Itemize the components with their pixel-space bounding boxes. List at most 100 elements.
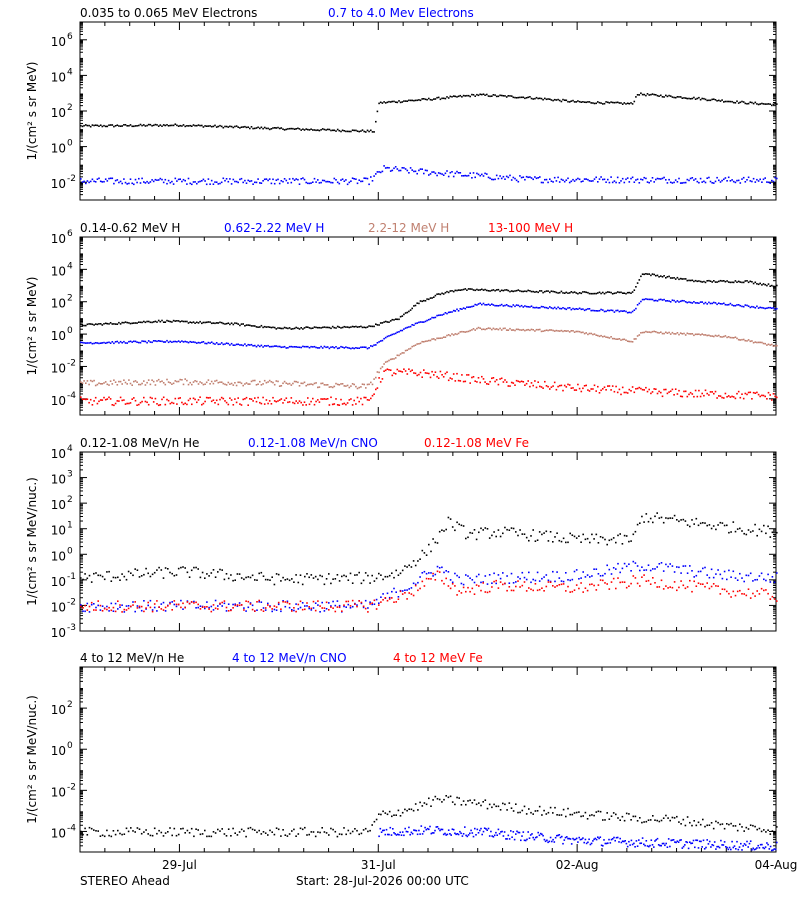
data-point (667, 838, 670, 840)
data-point (318, 182, 321, 184)
data-point (421, 340, 423, 343)
data-point (602, 335, 604, 338)
data-point (121, 182, 123, 185)
data-point (144, 125, 147, 127)
data-point (693, 179, 695, 181)
data-point (424, 169, 427, 172)
data-point (534, 579, 537, 582)
data-point (364, 827, 367, 830)
data-point (757, 307, 760, 309)
data-point (204, 400, 206, 403)
data-point (321, 347, 324, 349)
data-point (776, 600, 778, 602)
data-point (416, 833, 419, 836)
data-point (527, 328, 529, 331)
data-point (747, 281, 750, 284)
data-point (255, 345, 258, 348)
data-point (417, 560, 419, 562)
data-point (341, 403, 344, 405)
data-point (592, 388, 594, 390)
data-point (736, 304, 738, 306)
data-point (582, 308, 584, 310)
data-point (205, 125, 208, 127)
data-point (428, 828, 430, 831)
data-point (418, 302, 420, 305)
data-point (201, 322, 203, 325)
data-point (176, 320, 178, 322)
data-point (509, 385, 511, 387)
y-tick-exponent: 0 (67, 546, 73, 556)
data-point (741, 178, 743, 180)
data-point (308, 606, 310, 608)
data-point (628, 540, 630, 543)
data-point (393, 587, 395, 590)
data-point (437, 377, 440, 379)
data-point (532, 290, 534, 293)
data-point (363, 326, 365, 329)
data-point (215, 181, 218, 183)
data-point (375, 173, 377, 175)
data-point (300, 327, 302, 329)
data-point (369, 603, 371, 605)
data-point (646, 390, 649, 393)
data-point (292, 177, 294, 180)
data-point (326, 326, 329, 329)
data-point (442, 97, 445, 100)
data-point (153, 827, 156, 830)
data-point (378, 171, 380, 173)
data-point (562, 330, 564, 333)
data-point (669, 277, 672, 279)
data-point (610, 389, 612, 391)
data-point (182, 827, 184, 830)
data-point (160, 608, 163, 610)
data-point (125, 827, 128, 830)
data-point (762, 394, 765, 397)
data-point (568, 331, 571, 333)
data-point (668, 275, 670, 278)
data-point (589, 583, 591, 586)
data-point (643, 176, 645, 179)
data-point (214, 402, 216, 404)
data-point (660, 579, 663, 582)
data-point (519, 329, 521, 331)
data-point (376, 171, 379, 173)
data-point (177, 833, 180, 836)
data-point (457, 332, 460, 335)
data-point (521, 571, 524, 574)
data-point (558, 181, 561, 183)
data-point (399, 572, 402, 575)
data-point (81, 181, 84, 183)
data-point (272, 326, 274, 329)
data-point (89, 398, 92, 401)
data-point (214, 576, 217, 578)
data-point (772, 285, 775, 288)
data-point (204, 577, 206, 579)
data-point (713, 392, 715, 395)
data-point (764, 103, 766, 105)
data-point (461, 289, 463, 291)
data-point (695, 574, 698, 577)
data-point (278, 345, 281, 348)
data-point (196, 380, 198, 383)
data-point (540, 290, 543, 292)
data-point (462, 331, 465, 333)
data-point (764, 395, 766, 398)
data-point (763, 589, 765, 592)
data-point (366, 383, 369, 386)
data-point (323, 179, 326, 182)
y-tick-label: 10 (51, 744, 66, 758)
data-point (196, 124, 198, 127)
data-point (662, 570, 665, 572)
data-point (169, 402, 172, 405)
data-point (370, 176, 372, 178)
data-point (482, 93, 485, 95)
data-point (471, 305, 473, 308)
data-point (410, 831, 413, 834)
data-point (80, 577, 82, 579)
data-point (147, 182, 150, 184)
data-point (319, 574, 321, 577)
data-point (447, 291, 450, 294)
data-point (254, 379, 256, 382)
data-point (356, 396, 359, 399)
data-point (438, 567, 441, 569)
